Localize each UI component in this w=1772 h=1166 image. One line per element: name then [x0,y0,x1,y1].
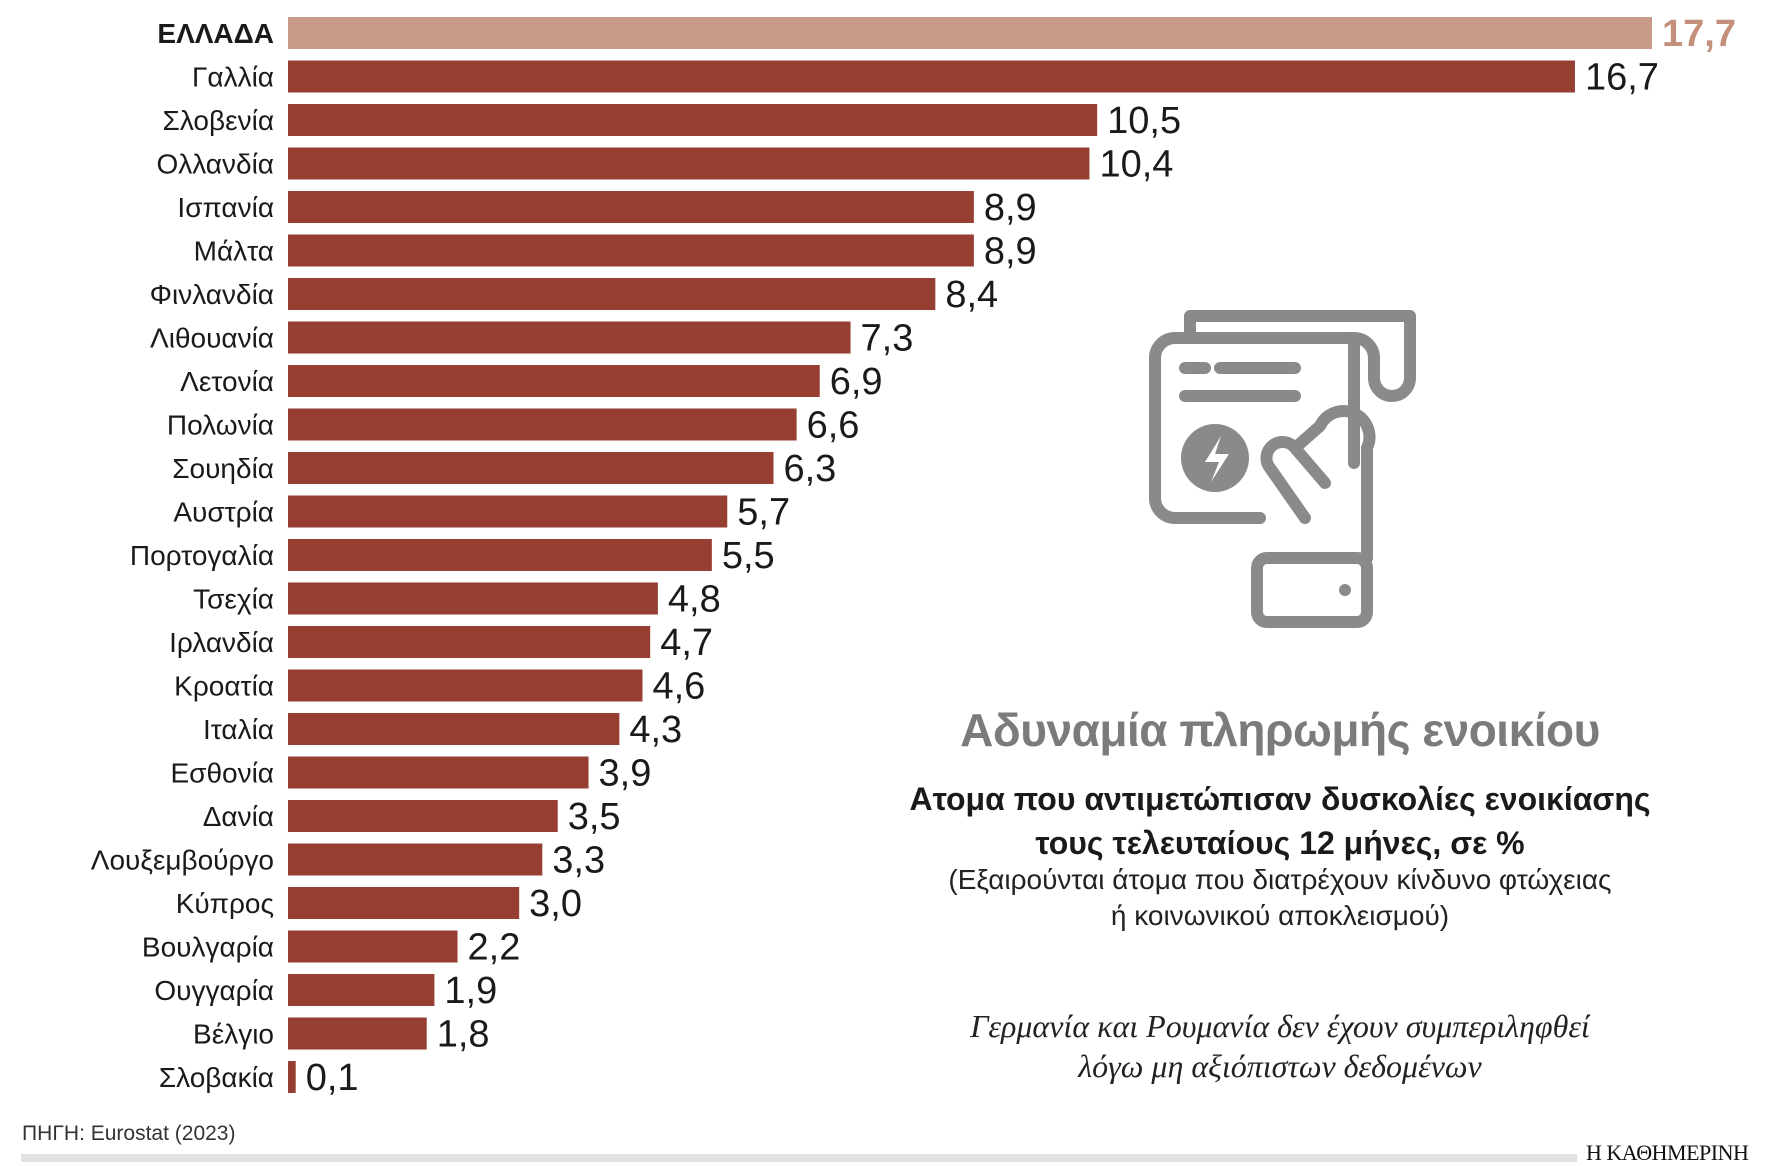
category-label: Σλοβακία [159,1062,274,1093]
bar [288,713,620,745]
category-label: Σουηδία [172,453,274,484]
value-label: 4,3 [629,709,682,751]
value-label: 2,2 [468,927,521,969]
bar [288,321,851,354]
value-label: 5,5 [722,535,775,577]
value-label: 6,9 [830,361,883,403]
category-label: Λουξεμβούργο [91,845,274,876]
category-label: Ιταλία [203,714,274,745]
bar [288,669,643,702]
category-label: Πολωνία [167,410,274,441]
value-label: 8,9 [984,231,1037,273]
value-label: 4,6 [652,666,705,708]
category-label: Ισπανία [177,192,274,223]
bar [288,582,658,615]
value-label: 0,1 [306,1057,359,1099]
value-label: 4,7 [660,622,713,664]
bar [288,1061,296,1093]
bar [288,60,1575,93]
bar [288,191,974,223]
source-label: ΠΗΓΗ: Eurostat (2023) [22,1122,236,1145]
value-label: 3,3 [552,840,605,882]
category-label: Μάλτα [194,236,274,267]
italic-note-line-2: λόγω μη αξιόπιστων δεδομένων [1078,1048,1482,1084]
bar [288,104,1098,136]
category-label: Λετονία [180,366,274,397]
category-label: Ιρλανδία [169,627,274,658]
category-label: Βουλγαρία [142,932,274,963]
bar [288,756,589,789]
value-label: 8,4 [945,274,998,316]
value-label: 3,5 [568,796,621,838]
value-label: 1,9 [444,970,497,1012]
value-label: 3,9 [599,753,652,795]
bar [288,17,1652,49]
category-label: Φινλανδία [150,279,274,310]
bar [288,495,728,528]
publisher-logo: Η ΚΑΘΗΜΕΡΙΝΗ [1586,1140,1749,1165]
bar [288,147,1090,180]
bar [288,278,936,310]
note-line-1: (Εξαιρούνται άτομα που διατρέχουν κίνδυν… [948,864,1612,895]
value-label: 5,7 [737,492,790,534]
bar [288,887,520,919]
italic-note-line-1: Γερμανία και Ρουμανία δεν έχουν συμπεριλ… [970,1008,1590,1044]
category-label: ΕΛΛΑΔΑ [157,18,274,49]
category-label: Κροατία [174,671,274,702]
category-label: Αυστρία [173,497,274,528]
bar [288,452,774,484]
bar [288,800,558,832]
bar [288,365,820,397]
bar [288,843,543,876]
bar [288,408,797,441]
value-label: 16,7 [1585,57,1659,99]
value-label: 3,0 [529,883,582,925]
bar [288,1017,427,1050]
category-label: Τσεχία [193,584,274,615]
footer-rule [21,1154,1577,1162]
value-label: 1,8 [437,1014,490,1056]
subtitle-line-2: τους τελευταίους 12 μήνες, σε % [1035,825,1525,861]
note-line-2: ή κοινωνικού αποκλεισμού) [1110,900,1450,931]
bar [288,539,712,571]
value-label: 6,6 [807,405,860,447]
category-label: Ολλανδία [156,149,274,180]
bar [288,626,651,658]
category-label: Σλοβενία [163,105,274,136]
category-label: Βέλγιο [193,1019,274,1050]
bar [288,234,974,267]
value-label: 17,7 [1662,13,1736,55]
category-label: Λιθουανία [150,323,274,354]
value-label: 8,9 [984,187,1037,229]
subtitle-line-1: Ατομα που αντιμετώπισαν δυσκολίες ενοικί… [909,781,1651,817]
category-label: Κύπρος [176,888,274,919]
category-label: Εσθονία [170,758,274,789]
category-label: Ουγγαρία [154,975,274,1006]
bar [288,974,435,1006]
chart-title: Αδυναμία πληρωμής ενοικίου [960,704,1600,756]
rent-bill-in-hand-icon [1149,310,1416,628]
bar-chart: ΕΛΛΑΔΑ 17,7 Γαλλία 16,7 Σλοβενία 10,5 Ολλανδία… [91,13,1736,1099]
value-label: 10,5 [1107,100,1181,142]
value-label: 6,3 [783,448,836,490]
value-label: 7,3 [861,318,914,360]
category-label: Δανία [203,801,274,832]
category-label: Πορτογαλία [130,540,274,571]
value-label: 4,8 [668,579,721,621]
value-label: 10,4 [1099,144,1173,186]
bar [288,930,458,963]
category-label: Γαλλία [192,62,274,93]
